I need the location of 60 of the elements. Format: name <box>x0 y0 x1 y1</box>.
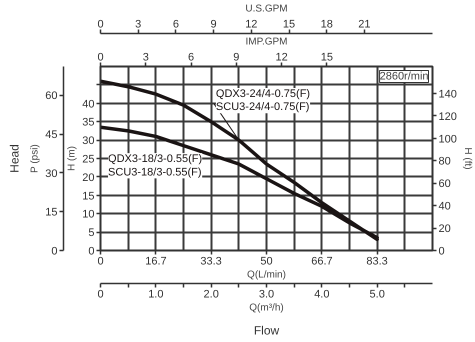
text: 15 <box>282 18 296 30</box>
text: 21 <box>358 18 371 30</box>
y-tick-label: 35 <box>82 116 95 129</box>
y3-tick-label: 0 <box>51 246 58 258</box>
y2-tick-label: 20 <box>438 223 451 236</box>
x-tick-label: 3.0 <box>258 288 274 300</box>
y3-tick-label: 30 <box>45 168 58 180</box>
text: 9 <box>210 18 217 30</box>
text: 0 <box>97 52 104 64</box>
y2-tick-label: 60 <box>438 178 451 190</box>
series-label: QDX3-24/4-0.75(F) SCU3-24/4-0.75(F) <box>216 88 310 114</box>
x2-tick-label: 0 <box>97 256 104 268</box>
text: 6 <box>188 52 194 64</box>
y-tick-label: 10 <box>82 208 95 221</box>
x-axis-title: Q(m³/h) <box>249 302 284 314</box>
text: 3 <box>142 52 149 64</box>
text: 15 <box>320 52 334 64</box>
text: Flow <box>254 324 280 338</box>
y3-tick-label: 60 <box>45 90 58 102</box>
y2-tick-label: 80 <box>438 156 451 168</box>
x-tick-label: 5.0 <box>370 288 385 300</box>
text: IMP.GPM <box>245 36 288 48</box>
y-tick-label: 25 <box>82 154 95 166</box>
x2-tick-label: 83.3 <box>366 256 388 268</box>
text: U.S.GPM <box>245 4 288 14</box>
y-axis-title: H (m) <box>66 146 78 171</box>
y2-axis-title: H (ft) <box>462 147 473 170</box>
x2-axis-title: Q(L/min) <box>247 270 286 280</box>
text: 18 <box>320 18 333 30</box>
text: 9 <box>233 52 240 64</box>
text: 12 <box>276 52 288 64</box>
y2-tick-label: 140 <box>438 88 457 100</box>
y-tick-label: 30 <box>82 135 95 148</box>
y3-tick-label: 15 <box>45 206 58 219</box>
y-tick-label: 5 <box>88 227 95 240</box>
x-tick-label: 2.0 <box>204 288 219 300</box>
y2-tick-label: 0 <box>438 246 445 258</box>
x2-tick-label: 33.3 <box>200 256 222 268</box>
text: 6 <box>172 18 179 30</box>
y3-tick-label: 45 <box>45 129 58 142</box>
series-label: QDX3-18/3-0.55(F) SCU3-18/3-0.55(F) <box>108 153 202 178</box>
y-tick-label: 0 <box>88 246 95 258</box>
y2-tick-label: 120 <box>438 110 457 123</box>
x-tick-label: 0 <box>97 288 104 300</box>
text: Head <box>8 144 22 173</box>
text: 12 <box>245 18 258 30</box>
y-tick-label: 20 <box>82 172 95 184</box>
text: 0 <box>97 18 104 30</box>
y2-tick-label: 40 <box>438 200 451 213</box>
text: 3 <box>135 18 142 30</box>
y-tick-label: 40 <box>82 98 95 110</box>
x-tick-label: 4.0 <box>314 288 330 300</box>
x2-tick-label: 50 <box>260 256 273 268</box>
x2-tick-label: 16.7 <box>145 256 167 268</box>
x2-tick-label: 66.7 <box>311 256 333 268</box>
y3-axis-title: P (psi) <box>29 144 40 173</box>
y2-tick-label: 100 <box>438 133 457 146</box>
annotation: 2860r/min <box>380 70 429 82</box>
y-tick-label: 15 <box>82 190 95 202</box>
x-tick-label: 1.0 <box>148 288 164 300</box>
